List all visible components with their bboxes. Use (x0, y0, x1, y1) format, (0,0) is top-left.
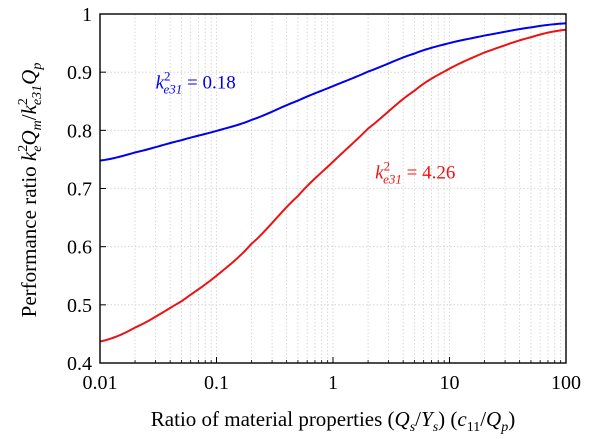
x-tick-label: 100 (551, 372, 581, 394)
annotation-1: k2 e31 = 4.26 (375, 159, 455, 187)
tick-labels: 0.01 0.1 1 10 100 0.4 0.5 0.6 0.7 0.8 0.9 1 (67, 4, 581, 394)
curve-annotations: k2 e31 = 0.18 k2 e31 = 4.26 (156, 68, 456, 186)
x-tick-label: 0.1 (204, 372, 229, 394)
y-tick-label: 0.4 (67, 353, 92, 375)
y-tick-label: 0.9 (67, 62, 92, 84)
series-lines (99, 22, 567, 343)
x-axis-label: Ratio of material properties (Qs/Ys) (c1… (151, 407, 515, 435)
axis-ticks (99, 13, 567, 364)
x-tick-label: 1 (328, 372, 338, 394)
y-tick-label: 0.8 (67, 120, 92, 142)
y-tick-label: 1 (82, 4, 92, 26)
y-axis-label: Performance ratio k2eQm/k2e31Qp (16, 63, 45, 318)
grid (100, 14, 566, 363)
y-tick-label: 0.6 (67, 237, 92, 259)
series-line-0 (99, 22, 567, 162)
series-line-1 (99, 28, 567, 343)
x-tick-label: 10 (440, 372, 460, 394)
y-tick-label: 0.7 (67, 179, 92, 201)
y-tick-label: 0.5 (67, 295, 92, 317)
annotation-0: k2 e31 = 0.18 (156, 68, 236, 96)
x-tick-label: 0.01 (83, 372, 118, 394)
